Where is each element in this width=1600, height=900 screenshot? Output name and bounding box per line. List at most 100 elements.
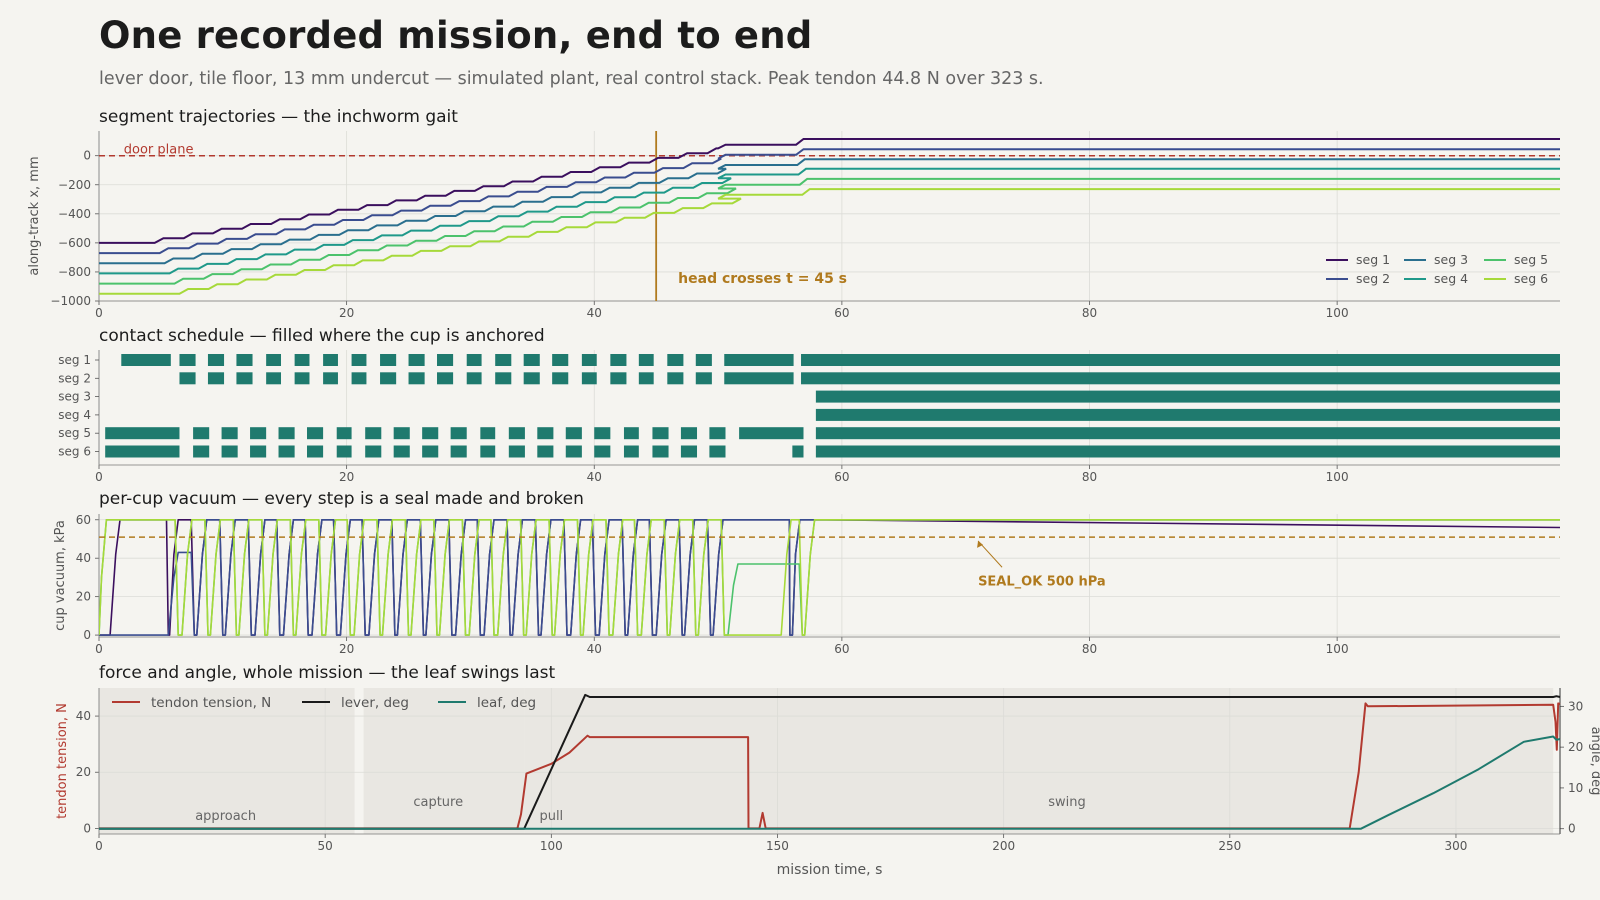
vacuum-line-seg-6 <box>99 519 1560 636</box>
force-xtick-label: 50 <box>318 839 333 853</box>
contact-bar <box>724 372 794 385</box>
angle-ytick-label: 10 <box>1568 781 1583 795</box>
vacuum-ytick-label: 0 <box>83 628 91 642</box>
contact-bar <box>105 427 180 440</box>
phase-label-pull: pull <box>539 809 563 824</box>
contact-bar <box>667 354 684 366</box>
force-ytick-label: 20 <box>76 765 91 779</box>
contact-bar <box>623 445 639 458</box>
force-xtick-label: 150 <box>766 839 789 853</box>
contact-row-label: seg 2 <box>58 371 91 385</box>
legend-label: seg 6 <box>1514 271 1548 286</box>
contact-bar <box>552 354 569 366</box>
contact-bar <box>207 354 225 366</box>
force-panel-title: force and angle, whole mission — the lea… <box>99 663 556 683</box>
force-line-0 <box>99 702 1561 830</box>
contact-bar <box>221 445 238 458</box>
contact-row-label: seg 4 <box>58 408 91 422</box>
contact-bar <box>815 408 1560 421</box>
contact-bar <box>565 445 582 458</box>
force-ytick-label: 40 <box>76 709 91 723</box>
vacuum-panel: per-cup vacuum — every step is a seal ma… <box>53 489 1560 656</box>
trajectory-ytick-label: −600 <box>58 236 91 250</box>
contact-bar <box>393 445 410 458</box>
contact-xtick-label: 100 <box>1326 470 1349 484</box>
trajectory-ylabel: along-track x, mm <box>27 156 42 275</box>
contact-bar <box>552 372 569 385</box>
contact-row-label: seg 5 <box>58 426 91 440</box>
contact-bar <box>638 372 654 385</box>
vacuum-ylabel: cup vacuum, kPa <box>53 520 68 631</box>
legend-label: seg 4 <box>1434 271 1468 286</box>
contact-bar <box>801 354 1560 366</box>
force-panel: force and angle, whole mission — the lea… <box>55 663 1600 878</box>
trajectory-ytick-label: −800 <box>58 265 91 279</box>
contact-bar <box>565 427 582 440</box>
contact-bar <box>508 445 525 458</box>
contact-bar <box>801 372 1560 385</box>
contact-bar <box>523 354 540 366</box>
contact-bar <box>815 427 1560 440</box>
contact-bar <box>610 354 627 366</box>
contact-bar <box>278 445 295 458</box>
contact-bar <box>623 427 639 440</box>
angle-ytick-label: 20 <box>1568 740 1583 754</box>
contact-bar <box>380 372 397 385</box>
contact-bar <box>652 445 669 458</box>
vacuum-panel-title: per-cup vacuum — every step is a seal ma… <box>99 489 584 509</box>
contact-bar <box>365 427 382 440</box>
legend-label: leaf, deg <box>477 695 536 711</box>
contact-bar <box>121 354 171 366</box>
trajectory-line-seg-5 <box>99 177 1560 285</box>
contact-row-label: seg 1 <box>58 353 91 367</box>
contact-bar <box>724 354 794 366</box>
contact-xtick-label: 20 <box>339 470 354 484</box>
legend-label: seg 2 <box>1356 271 1390 286</box>
contact-bar <box>495 372 512 385</box>
contact-bar <box>667 372 684 385</box>
trajectory-xtick-label: 40 <box>587 306 602 320</box>
contact-row-label: seg 3 <box>58 390 91 404</box>
contact-bar <box>815 445 1560 458</box>
contact-bar <box>408 372 425 385</box>
contact-bar <box>523 372 540 385</box>
contact-bar <box>207 372 225 385</box>
trajectory-panel-title: segment trajectories — the inchworm gait <box>99 107 458 127</box>
tension-ylabel: tendon tension, N <box>55 703 70 819</box>
contact-row-label: seg 6 <box>58 445 91 459</box>
page-subtitle: lever door, tile floor, 13 mm undercut —… <box>99 69 1044 89</box>
contact-bar <box>294 354 310 366</box>
contact-bar <box>323 354 338 366</box>
vacuum-xtick-label: 100 <box>1326 642 1349 656</box>
contact-bar <box>652 427 669 440</box>
vacuum-xtick-label: 80 <box>1082 642 1097 656</box>
contact-bar <box>437 354 454 366</box>
contact-bar <box>792 445 804 458</box>
contact-bar <box>695 372 712 385</box>
contact-bar <box>336 445 352 458</box>
contact-bar <box>179 354 196 366</box>
contact-xtick-label: 60 <box>834 470 849 484</box>
phase-band-approach <box>99 688 355 834</box>
vacuum-xtick-label: 60 <box>834 642 849 656</box>
contact-bar <box>466 372 482 385</box>
door-plane-label: door plane <box>124 143 194 158</box>
trajectory-xtick-label: 80 <box>1082 306 1097 320</box>
contact-bar <box>278 427 295 440</box>
contact-bar <box>480 427 496 440</box>
contact-bar <box>351 372 367 385</box>
contact-bar <box>422 427 439 440</box>
legend-label: tendon tension, N <box>151 695 271 711</box>
phase-label-swing: swing <box>1048 795 1086 810</box>
contact-bar <box>480 445 496 458</box>
force-line-2 <box>99 735 1561 830</box>
force-xtick-label: 200 <box>992 839 1015 853</box>
legend-label: lever, deg <box>341 695 409 711</box>
contact-bar <box>638 354 654 366</box>
trajectory-ytick-label: −400 <box>58 207 91 221</box>
head-crosses-label: head crosses t = 45 s <box>678 271 847 287</box>
contact-bar <box>680 427 698 440</box>
force-ytick-label: 0 <box>83 821 91 835</box>
trajectory-xtick-label: 100 <box>1326 306 1349 320</box>
